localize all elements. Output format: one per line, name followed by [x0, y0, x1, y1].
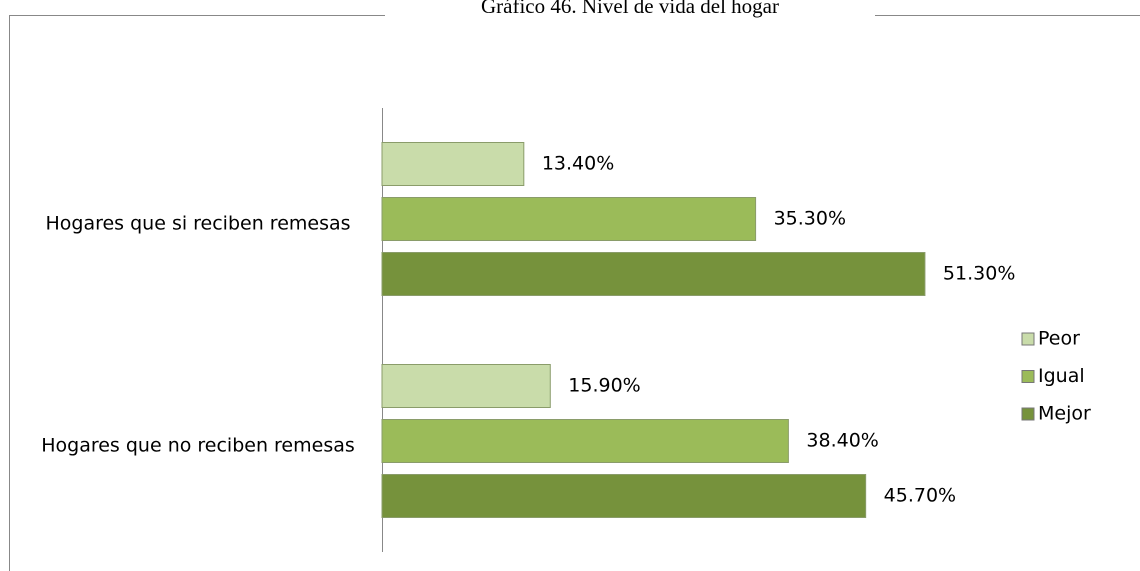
- value-label: 45.70%: [884, 485, 956, 507]
- value-label: 13.40%: [542, 153, 614, 175]
- bar: [381, 197, 757, 241]
- legend-swatch: [1021, 332, 1035, 346]
- bar: [381, 364, 551, 408]
- chart-title: Gráfico 46. Nivel de vida del hogar: [481, 0, 779, 18]
- legend-label: Peor: [1038, 328, 1080, 350]
- bar: [381, 252, 926, 296]
- legend-label: Igual: [1038, 365, 1085, 387]
- title-background: [385, 0, 875, 24]
- value-label: 15.90%: [568, 375, 640, 397]
- legend-swatch: [1021, 370, 1035, 383]
- bar: [381, 142, 525, 186]
- category-label: Hogares que no reciben remesas: [41, 434, 355, 457]
- bar: [381, 474, 867, 518]
- legend-swatch: [1021, 407, 1035, 421]
- value-label: 38.40%: [806, 430, 878, 452]
- category-label: Hogares que si reciben remesas: [45, 212, 351, 235]
- legend-label: Mejor: [1038, 403, 1091, 425]
- bar: [381, 419, 789, 463]
- value-label: 51.30%: [943, 263, 1015, 285]
- value-label: 35.30%: [774, 208, 846, 230]
